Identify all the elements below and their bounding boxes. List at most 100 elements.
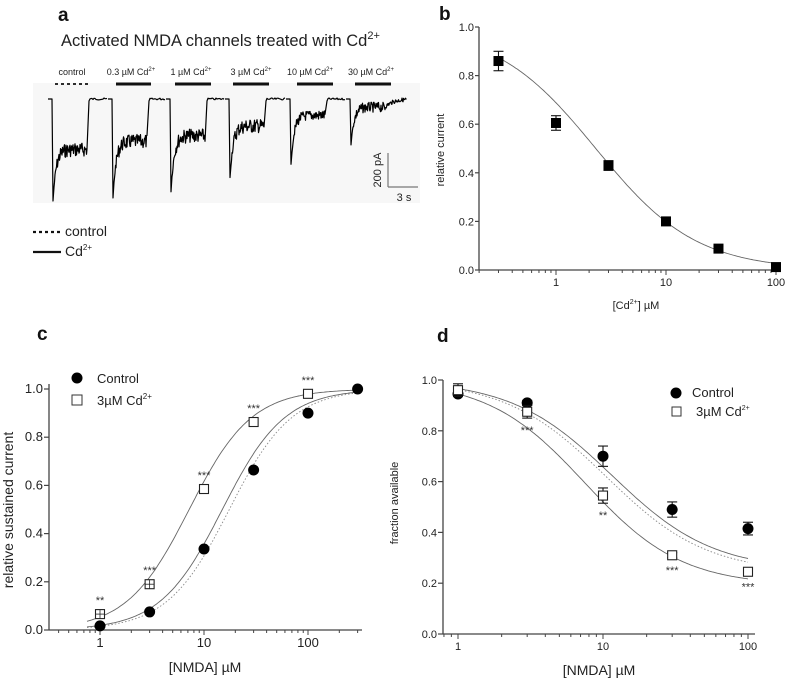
condition-label-text: 3 µM Cd [230,67,264,77]
legend-cd-sup: 2+ [83,243,92,252]
y-tick-label: 0.8 [459,71,474,83]
y-tick-label: 0.4 [422,527,437,539]
fit-curve-control [457,388,749,559]
panel-d-xlabel: [NMDA] µM [563,662,636,678]
condition-label-sup: 2+ [205,67,212,73]
panel-b-ylabel: relative current [435,114,447,187]
data-point [302,407,314,419]
panel-b-axes: 0.0 0.2 0.4 0.6 0.8 1.0 1 10 100 [459,22,785,289]
significance-marker: *** [742,581,756,593]
y-tick-label: 0.2 [459,216,474,228]
data-point [493,56,504,67]
panel-d-ylabel: fraction available [389,462,401,545]
scale-bar: 200 pA 3 s [372,152,418,204]
panel-c-ylabel: relative sustained current [0,432,16,589]
legend-cd-label: 3µM Cd2+ [696,404,750,419]
data-point [248,464,260,476]
panel-b-xlabel: [Cd2+] µM [613,299,660,312]
legend-control-label: Control [97,371,139,386]
legend-cd-sup: 2+ [742,405,750,412]
x-tick-label: 10 [197,635,211,650]
current-traces [48,97,407,202]
panel-letter-b: b [439,4,451,25]
y-tick-label: 0.8 [25,429,43,444]
condition-label: 30 µM Cd2+ [348,67,395,77]
y-tick-label: 0.0 [459,265,474,277]
condition-label-text: control [58,67,85,77]
significance-marker: *** [521,425,535,437]
panel-b: b 0.0 0.2 0.4 0.6 0.8 1.0 1 10 100 relative curr… [435,4,785,312]
significance-marker: *** [302,375,316,387]
significance-marker: ** [599,510,608,522]
y-tick-label: 1.0 [422,375,437,387]
condition-label: 1 µM Cd2+ [170,67,212,77]
panel-d: d 0.00.20.40.60.81.01 10 100 *********** f… [389,326,757,678]
condition-label-text: 0.3 µM Cd [107,67,149,77]
trace-background [33,83,420,203]
x-tick-label: 1 [553,277,559,289]
condition-labels: control 0.3 µM Cd2+ 1 µM Cd2+ 3 µM Cd2+ 10 µ… [55,67,395,86]
condition-label-sup: 2+ [265,67,272,73]
data-point [248,416,259,428]
x-tick-label: 10 [660,277,672,289]
condition-label: 10 µM Cd2+ [287,67,334,77]
y-tick-label: 0.8 [422,426,437,438]
current-trace [225,97,286,179]
legend-control-label: control [65,223,107,239]
y-tick-label: 0.4 [25,526,43,541]
panel-a-title-text: Activated NMDA channels treated with Cd [61,32,367,50]
panel-letter-a: a [58,5,69,26]
data-point [597,490,609,501]
panel-c-xlabel: [NMDA] µM [169,659,242,675]
condition-label: control [58,67,85,77]
y-tick-label: 0.0 [25,622,43,637]
data-point [666,504,678,516]
legend-cd-sup: 2+ [143,392,152,401]
panel-c: c 0.00.20.40.60.81.01 10 100 *************… [0,324,364,675]
significance-marker: *** [143,565,157,577]
data-point [522,406,533,417]
current-trace [108,97,166,199]
y-tick-label: 0.4 [459,168,474,180]
current-trace [286,97,346,165]
panel-a-title-sup: 2+ [367,30,380,42]
x-tick-label: 100 [767,277,785,289]
legend-cd-text: 3µM Cd [696,404,742,419]
fit-curve-3-m-cd2- [457,393,749,580]
significance-marker: *** [247,403,261,415]
panel-d-axes: 0.0 0.2 0.4 0.6 0.8 1.0 1 10 100 [422,375,757,653]
significance-marker: *** [666,565,680,577]
y-tick-label: 0.2 [422,578,437,590]
x-tick-label: 10 [597,641,609,653]
x-tick-label: 1 [96,635,103,650]
data-point [452,385,464,396]
panel-b-xlabel-post: ] µM [638,300,660,312]
condition-label-text: 1 µM Cd [170,67,204,77]
x-tick-label: 100 [297,635,319,650]
data-point [771,262,781,273]
reference-fit-curve [457,389,749,563]
x-tick-label: 1 [455,641,461,653]
condition-label-text: 10 µM Cd [287,67,326,77]
legend-cd-marker [671,406,682,417]
legend-cd-text: Cd [65,243,83,259]
significance-marker: ** [96,595,105,607]
data-point [742,523,754,535]
legend-cd-text: 3µM Cd [97,393,143,408]
condition-label-sup: 2+ [387,67,394,73]
legend-cd-marker [71,394,83,406]
condition-label: 3 µM Cd2+ [230,67,272,77]
data-point [352,383,364,395]
panel-b-xlabel-sup: 2+ [630,299,638,306]
y-tick-label: 0.6 [422,477,437,489]
data-point [198,483,210,495]
panel-letter-d: d [437,326,449,347]
condition-label-sup: 2+ [326,67,333,73]
current-trace [48,97,108,202]
data-point [713,243,724,254]
y-tick-label: 1.0 [25,381,43,396]
reference-fit-curve [86,392,358,628]
y-tick-label: 0.2 [25,574,43,589]
data-point [94,620,106,632]
